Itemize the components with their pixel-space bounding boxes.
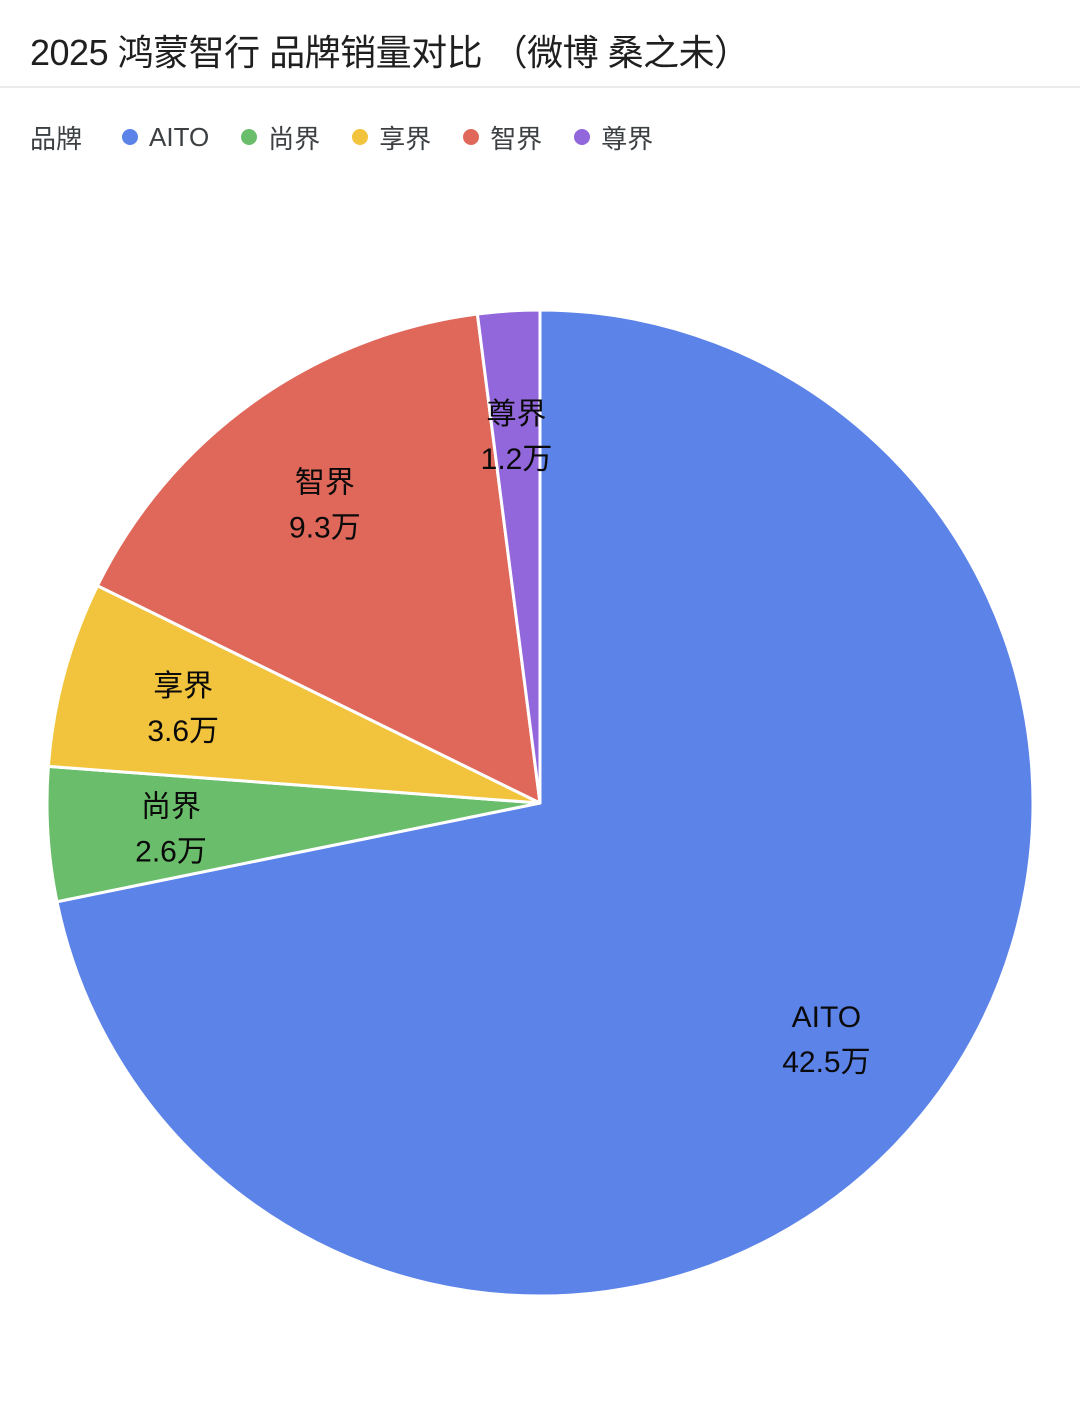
legend-label: AITO bbox=[149, 121, 210, 152]
slice-label-name: 尊界 bbox=[487, 398, 547, 431]
legend-swatch-icon bbox=[241, 129, 258, 145]
slice-label-享界: 享界 3.6万 bbox=[147, 670, 219, 748]
legend-label: 尚界 bbox=[268, 123, 321, 154]
legend-label: 智界 bbox=[490, 123, 543, 154]
legend: 品牌 AITO 尚界 享界 智界 尊界 bbox=[30, 116, 653, 158]
slice-label-name: 享界 bbox=[153, 670, 213, 703]
slice-label-value: 1.2万 bbox=[481, 443, 553, 476]
pie-slice-AITO[interactable] bbox=[55, 308, 1035, 1298]
slice-label-智界: 智界 9.3万 bbox=[289, 466, 361, 544]
slice-label-name: 智界 bbox=[295, 466, 355, 499]
legend-title: 品牌 bbox=[30, 123, 83, 154]
legend-swatch-icon bbox=[463, 129, 480, 145]
slice-label-尚界: 尚界 2.6万 bbox=[135, 791, 207, 869]
legend-item-AITO[interactable]: AITO bbox=[122, 122, 209, 153]
legend-label: 享界 bbox=[379, 123, 432, 154]
slice-label-value: 3.6万 bbox=[147, 715, 219, 748]
slice-label-value: 9.3万 bbox=[289, 511, 361, 544]
slice-label-name: AITO bbox=[792, 1001, 861, 1034]
page-title: 2025 鸿蒙智行 品牌销量对比 （微博 桑之未） bbox=[30, 32, 750, 73]
legend-swatch-icon bbox=[122, 129, 139, 145]
legend-label: 尊界 bbox=[601, 123, 654, 154]
legend-items: AITO 尚界 享界 智界 尊界 bbox=[122, 119, 653, 156]
legend-item-尚界[interactable]: 尚界 bbox=[241, 119, 320, 156]
legend-item-智界[interactable]: 智界 bbox=[463, 119, 542, 156]
slice-label-value: 42.5万 bbox=[782, 1046, 870, 1079]
pie-slice-尊界[interactable] bbox=[475, 308, 542, 805]
slice-label-name: 尚界 bbox=[141, 791, 201, 824]
slice-label-value: 2.6万 bbox=[135, 836, 207, 869]
legend-item-享界[interactable]: 享界 bbox=[352, 119, 431, 156]
slice-label-尊界: 尊界 1.2万 bbox=[481, 398, 553, 476]
legend-swatch-icon bbox=[574, 129, 591, 145]
legend-swatch-icon bbox=[352, 129, 369, 145]
legend-item-尊界[interactable]: 尊界 bbox=[574, 119, 653, 156]
chart-header: 2025 鸿蒙智行 品牌销量对比 （微博 桑之未） bbox=[0, 0, 1080, 88]
slice-label-AITO: AITO 42.5万 bbox=[782, 1001, 870, 1079]
pie-slice-享界[interactable] bbox=[46, 584, 542, 805]
pie-slice-智界[interactable] bbox=[95, 312, 542, 805]
